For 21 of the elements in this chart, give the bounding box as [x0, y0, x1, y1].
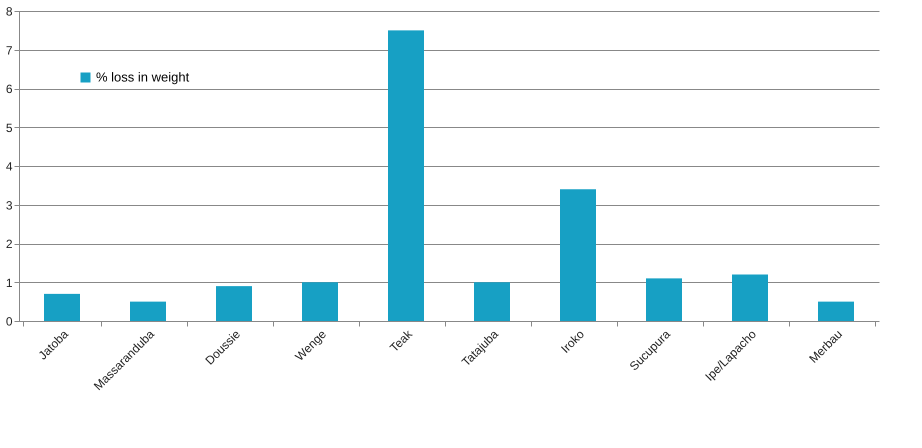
y-tick-label: 1: [6, 276, 13, 290]
y-tick-label: 5: [6, 120, 13, 135]
y-tick-label: 7: [6, 43, 13, 58]
bar: [474, 282, 510, 321]
bar: [818, 302, 854, 321]
bar: [44, 294, 80, 321]
legend-label: % loss in weight: [96, 70, 190, 84]
y-tick-label: 0: [6, 314, 13, 328]
bar: [646, 278, 682, 321]
bar: [216, 286, 252, 321]
y-tick-label: 6: [6, 82, 13, 96]
y-tick-label: 8: [6, 4, 13, 18]
bar: [302, 282, 338, 321]
bar: [732, 274, 768, 321]
y-tick-label: 4: [6, 160, 13, 174]
bar: [130, 302, 166, 321]
y-tick-label: 3: [6, 198, 13, 212]
bar: [560, 189, 596, 321]
bar: [388, 30, 424, 321]
y-tick-label: 2: [6, 237, 13, 251]
x-tick-label: Teak: [387, 326, 416, 355]
